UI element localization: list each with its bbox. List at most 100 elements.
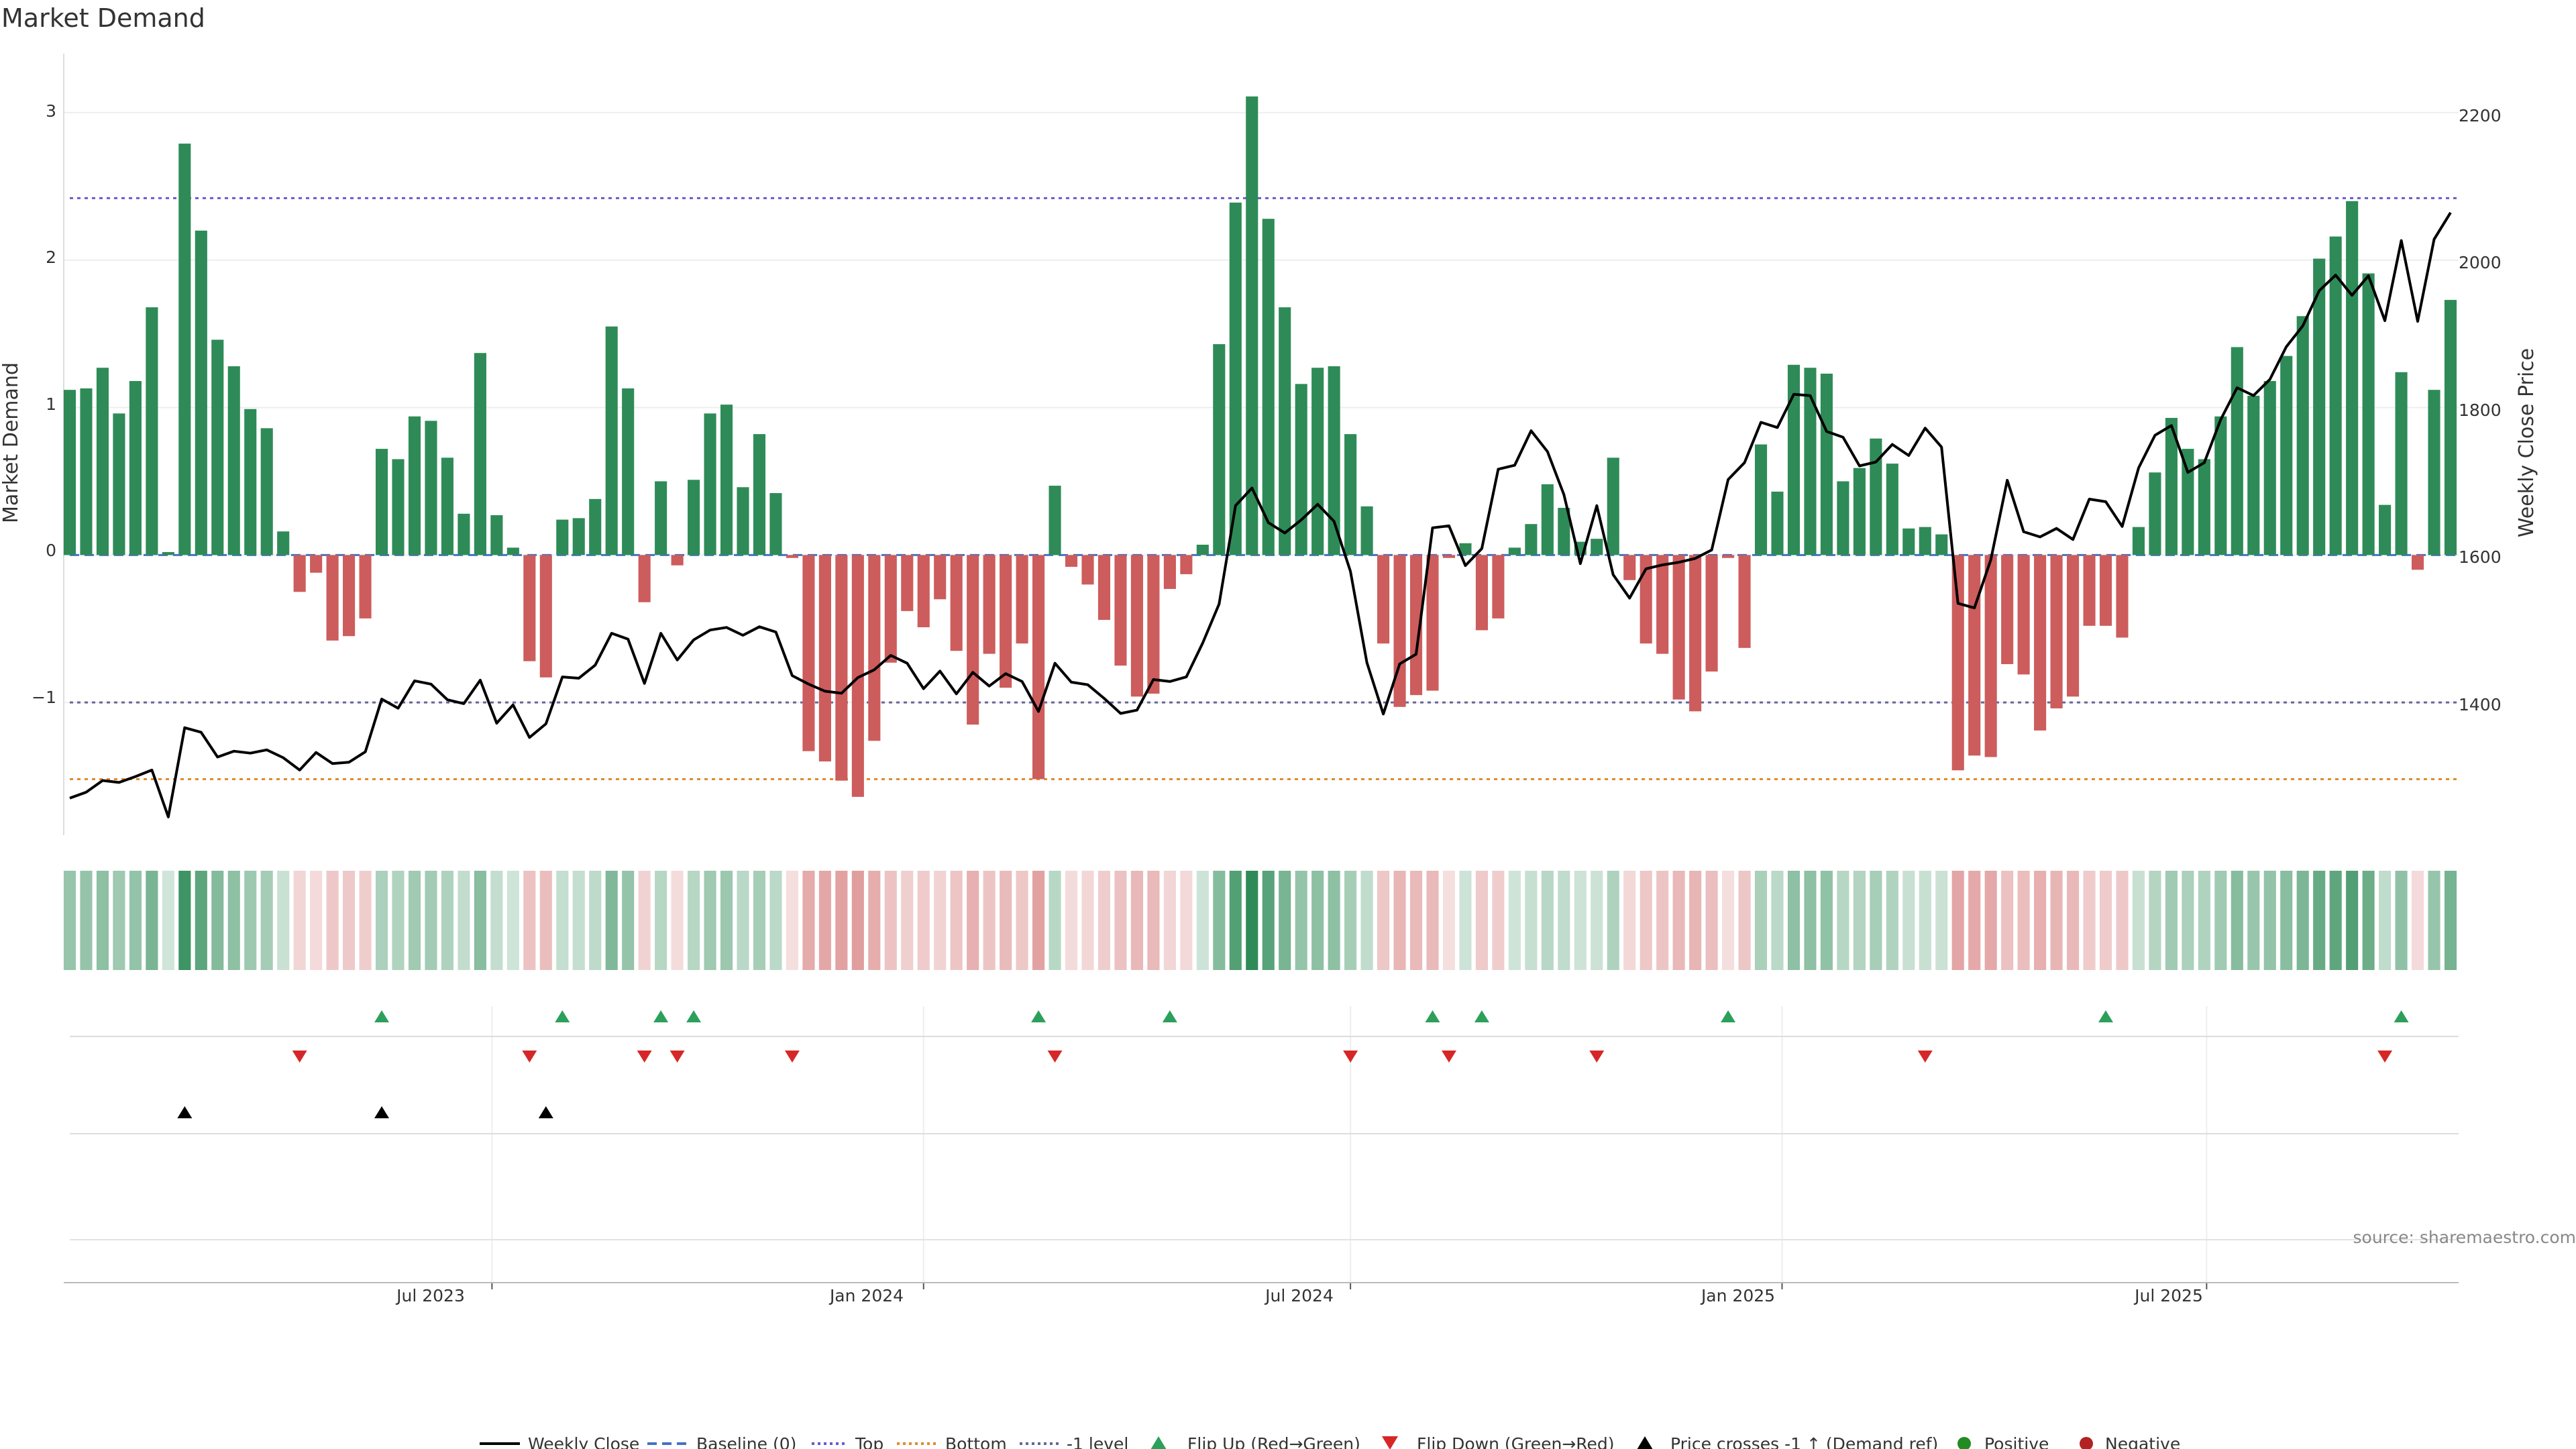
demand-bar (572, 518, 585, 555)
y-tick-right: 1800 (2459, 400, 2502, 420)
heat-cell (802, 871, 815, 970)
demand-bar (753, 434, 766, 555)
flip-up-marker (2394, 1010, 2409, 1022)
legend-item-negative: Negative (2080, 1434, 2180, 1449)
demand-bar (1787, 364, 1801, 555)
heat-cell (162, 871, 174, 970)
demand-bar (1902, 528, 1915, 555)
heat-cell (1591, 871, 1603, 970)
demand-bar (1295, 384, 1307, 555)
demand-bar (343, 555, 356, 637)
heat-cell (1459, 871, 1472, 970)
demand-bar (1246, 96, 1258, 555)
demand-bar (195, 230, 207, 555)
demand-bar (227, 366, 240, 555)
heat-cell (1065, 871, 1078, 970)
demand-bar (1016, 555, 1028, 644)
heat-cell (1295, 871, 1307, 970)
demand-bar (917, 555, 930, 628)
demand-bar (2149, 472, 2161, 555)
y-tick-left: 2 (46, 248, 56, 267)
demand-bar (1771, 491, 1784, 555)
demand-bar (1213, 344, 1226, 555)
heat-cell (851, 871, 864, 970)
heat-cell (1640, 871, 1652, 970)
demand-bar (2099, 555, 2112, 626)
heat-cell (1870, 871, 1882, 970)
demand-bar (655, 481, 667, 555)
demand-bar (1886, 464, 1898, 555)
demand-bar (2263, 380, 2276, 555)
heat-cell (1196, 871, 1209, 970)
dot-icon (1957, 1437, 1971, 1449)
legend-item-flip-down: Flip Down (Green→Red) (1382, 1434, 1615, 1449)
demand-bar (260, 428, 273, 555)
heat-cell (2247, 871, 2260, 970)
demand-bar (704, 413, 716, 555)
demand-bar (2395, 372, 2408, 555)
flip-up-marker (1031, 1010, 1046, 1022)
demand-bar (638, 555, 651, 602)
dot-icon (2080, 1437, 2093, 1449)
demand-bar (1097, 555, 1111, 621)
demand-bar (1459, 543, 1472, 555)
y-tick-right: 2200 (2459, 106, 2502, 125)
demand-bar (375, 449, 388, 555)
heat-cell (359, 871, 372, 970)
demand-bar (1360, 506, 1373, 555)
demand-bar (359, 555, 372, 619)
heat-cell (1328, 871, 1340, 970)
heat-cell (539, 871, 552, 970)
demand-bar (671, 555, 684, 566)
heat-cell (2263, 871, 2276, 970)
demand-bar (1853, 468, 1866, 555)
demand-bar (2346, 201, 2359, 555)
heat-cell (1360, 871, 1373, 970)
heat-cell (1574, 871, 1587, 970)
heat-cell (1163, 871, 1176, 970)
heat-cell (1722, 871, 1735, 970)
heat-cell (1837, 871, 1849, 970)
demand-bar (244, 409, 257, 555)
demand-bar (1492, 555, 1505, 619)
svg-text:Top: Top (855, 1434, 883, 1449)
flip-up-marker (555, 1010, 570, 1022)
demand-bar (802, 555, 815, 751)
demand-bar (1623, 555, 1636, 580)
heat-cell (1114, 871, 1127, 970)
y-tick-right: 2000 (2459, 253, 2502, 272)
heat-cell (1032, 871, 1045, 970)
demand-bar (1130, 555, 1143, 697)
demand-bar (441, 458, 454, 555)
y-tick-left: −1 (32, 688, 56, 707)
demand-bar (2198, 459, 2210, 555)
demand-bar (326, 555, 339, 641)
demand-bar (2444, 300, 2457, 555)
x-tick-label: Jul 2025 (2133, 1286, 2203, 1305)
heat-cell (2379, 871, 2392, 970)
demand-bar (950, 555, 963, 651)
demand-bar (1541, 484, 1554, 555)
demand-bar (1377, 555, 1390, 644)
demand-bar (458, 513, 470, 555)
flip-down-marker (522, 1051, 537, 1063)
demand-bar (1114, 555, 1127, 666)
heat-cell (720, 871, 733, 970)
triangle-up-icon (1637, 1436, 1653, 1449)
demand-bar (1508, 547, 1521, 555)
heat-cell (2017, 871, 2030, 970)
heat-cell (1229, 871, 1242, 970)
heat-cell (2313, 871, 2326, 970)
demand-bar (539, 555, 552, 678)
heat-cell (506, 871, 519, 970)
demand-bar (1984, 555, 1997, 757)
demand-bar (113, 413, 125, 555)
flip-down-marker (1047, 1051, 1063, 1063)
heat-cell (1541, 871, 1554, 970)
demand-bar (1262, 219, 1275, 555)
demand-bar (1032, 555, 1045, 780)
y-axis-title-left: Market Demand (0, 362, 23, 523)
demand-bar (1591, 539, 1603, 555)
demand-bar (884, 555, 897, 663)
heat-cell (1442, 871, 1456, 970)
